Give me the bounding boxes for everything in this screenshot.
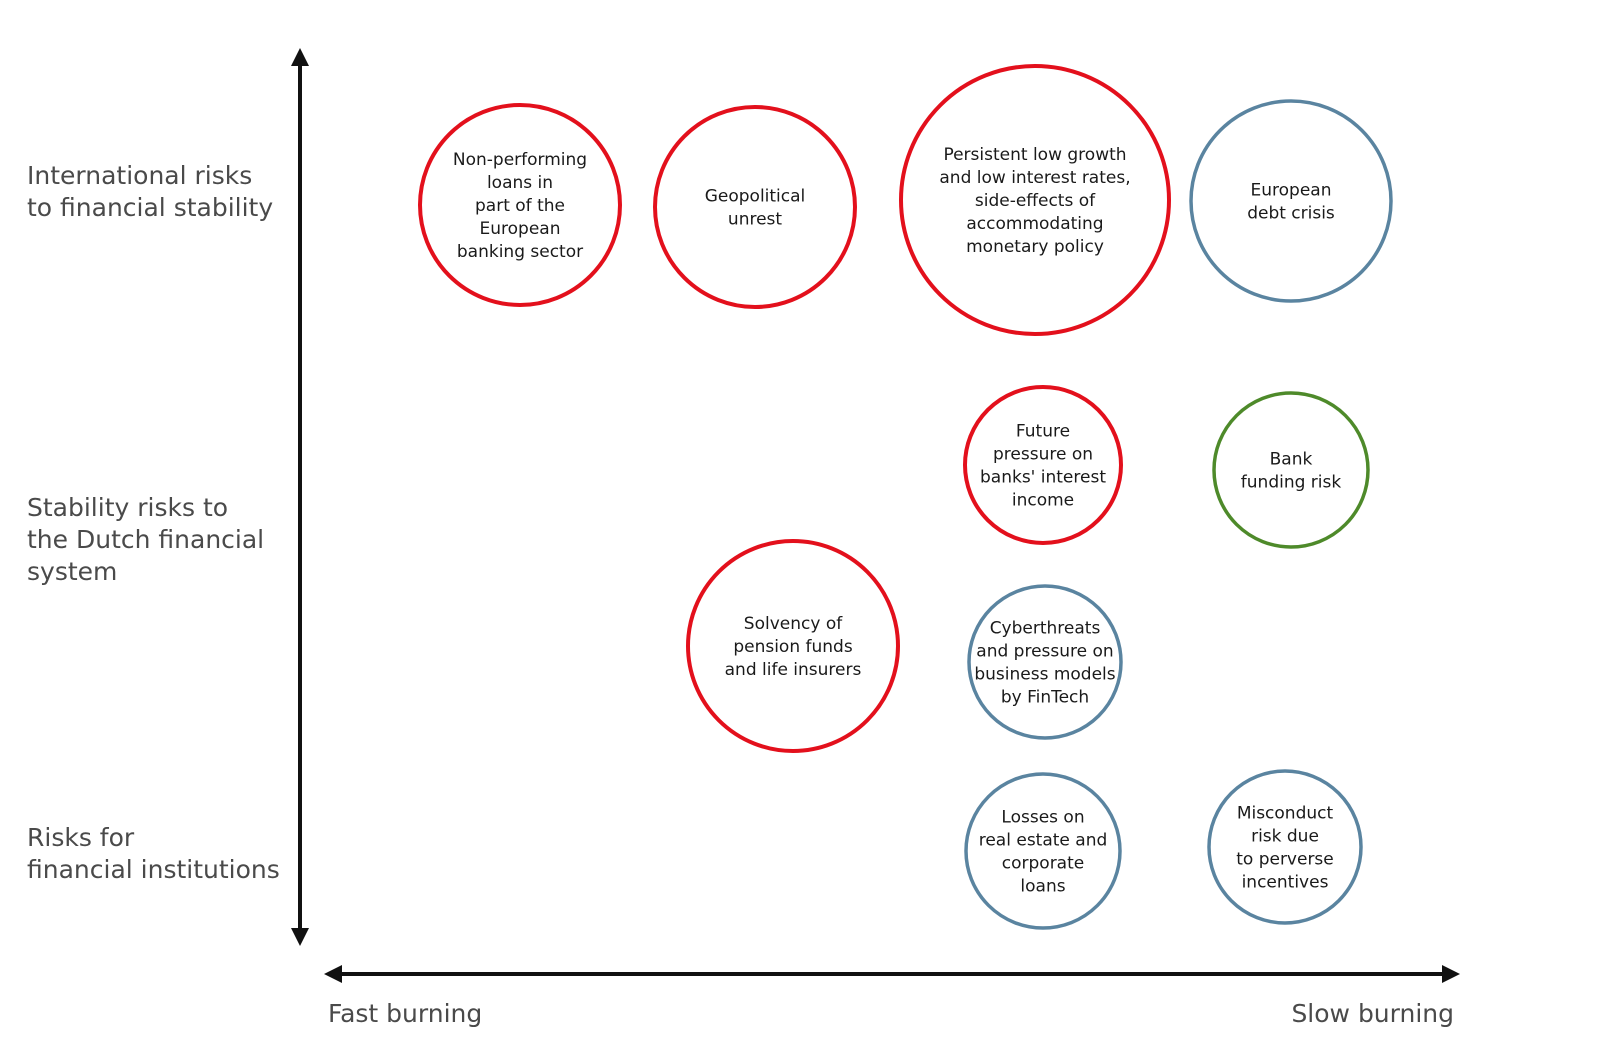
risk-bubbles: Non-performing loans in part of the Europea… — [418, 64, 1393, 930]
risk-bubble-npl: Non-performing loans in part of the Europea… — [418, 103, 622, 307]
x-axis-arrow-left — [324, 965, 342, 983]
bubble-label-npl: Non-performing — [453, 150, 587, 170]
bubble-label-misconduct: Misconduct — [1237, 804, 1334, 824]
bubble-label-losses: loans — [1020, 877, 1065, 897]
bubble-label-low-growth: Persistent low growth — [943, 145, 1126, 165]
risk-bubble-misconduct: Misconduct risk due to perverse incentives — [1207, 769, 1363, 925]
bubble-label-npl: part of the — [475, 196, 565, 216]
bubble-label-cyber: Cyberthreats — [990, 619, 1101, 639]
bubble-label-low-growth: accommodating — [966, 214, 1103, 234]
bubble-label-solvency: pension funds — [733, 637, 853, 657]
bubble-circle-geopolitical — [653, 105, 857, 309]
risk-bubble-geopolitical: Geopolitical unrest — [653, 105, 857, 309]
bubble-label-funding-risk: Bank — [1270, 450, 1313, 470]
bubble-label-low-growth: monetary policy — [966, 237, 1104, 257]
bubble-label-solvency: Solvency of — [744, 614, 843, 634]
x-axis-arrow-right — [1442, 965, 1460, 983]
bubble-circle-debt-crisis — [1189, 99, 1393, 303]
bubble-label-solvency: and life insurers — [725, 660, 862, 680]
bubble-label-misconduct: incentives — [1242, 873, 1329, 893]
bubble-label-interest-income: banks' interest — [980, 468, 1106, 488]
bubble-circle-npl — [418, 103, 622, 307]
bubble-label-low-growth: and low interest rates, — [939, 168, 1130, 188]
y-axis-arrow-up — [291, 48, 309, 66]
bubble-label-losses: corporate — [1002, 854, 1084, 874]
row-label-dutch-system: Stability risks to the Dutch financial s… — [27, 493, 265, 586]
risk-bubble-debt-crisis: European debt crisis — [1189, 99, 1393, 303]
bubble-label-npl: loans in — [487, 173, 553, 193]
bubble-circle-funding-risk — [1212, 391, 1370, 549]
bubble-label-interest-income: income — [1012, 491, 1074, 511]
bubble-label-losses: Losses on — [1001, 808, 1084, 828]
bubble-label-geopolitical: Geopolitical — [705, 187, 806, 207]
y-axis-arrow-down — [291, 928, 309, 946]
bubble-label-misconduct: risk due — [1251, 827, 1319, 847]
bubble-label-debt-crisis: debt crisis — [1247, 204, 1335, 224]
risk-bubble-low-growth: Persistent low growth and low interest ra… — [899, 64, 1171, 336]
bubble-circle-low-growth — [899, 64, 1171, 336]
x-axis-label-fast: Fast burning — [328, 999, 483, 1028]
bubble-circle-solvency — [686, 539, 900, 753]
bubble-label-low-growth: side-effects of — [975, 191, 1096, 211]
risk-bubble-cyber: Cyberthreats and pressure on business mode… — [967, 584, 1123, 740]
risk-bubble-solvency: Solvency of pension funds and life insurer… — [686, 539, 900, 753]
bubble-label-cyber: and pressure on — [976, 642, 1113, 662]
bubble-circle-losses — [964, 772, 1122, 930]
row-label-institutions: Risks for financial institutions — [27, 823, 280, 884]
bubble-label-interest-income: pressure on — [993, 445, 1093, 465]
bubble-circle-misconduct — [1207, 769, 1363, 925]
bubble-circle-cyber — [967, 584, 1123, 740]
bubble-label-losses: real estate and — [979, 831, 1108, 851]
bubble-label-npl: banking sector — [457, 242, 583, 262]
bubble-label-debt-crisis: European — [1251, 181, 1332, 201]
bubble-label-funding-risk: funding risk — [1241, 473, 1342, 493]
bubble-label-npl: European — [480, 219, 561, 239]
bubble-label-interest-income: Future — [1016, 422, 1070, 442]
row-label-international: International risks to financial stabili… — [27, 161, 274, 222]
bubble-circle-interest-income — [963, 385, 1123, 545]
bubble-label-cyber: business models — [974, 665, 1115, 685]
risk-bubble-interest-income: Future pressure on banks' interest income — [963, 385, 1123, 545]
bubble-label-geopolitical: unrest — [728, 210, 782, 230]
bubble-label-misconduct: to perverse — [1236, 850, 1334, 870]
risk-bubble-losses: Losses on real estate and corporate loans — [964, 772, 1122, 930]
x-axis-label-slow: Slow burning — [1291, 999, 1454, 1028]
bubble-label-cyber: by FinTech — [1001, 688, 1089, 708]
risk-bubble-funding-risk: Bank funding risk — [1212, 391, 1370, 549]
